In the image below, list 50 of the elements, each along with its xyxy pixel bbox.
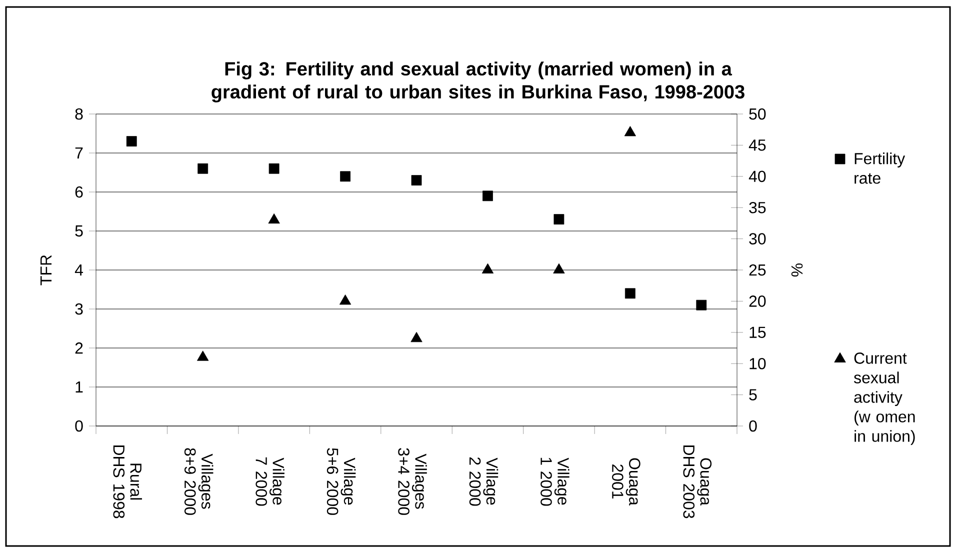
point — [411, 175, 422, 186]
point — [696, 300, 707, 310]
y2-tick-label: 20 — [749, 296, 766, 307]
y2-tick-label: 25 — [749, 264, 766, 276]
y2-axis-title: % — [791, 263, 803, 277]
x-tick-label: Villages 3+4 2000 — [398, 448, 427, 515]
point — [198, 163, 208, 174]
y-tick-label: 2 — [75, 342, 83, 354]
y2-tick-label: 5 — [749, 389, 757, 400]
x-tick-label: Village 1 2000 — [540, 458, 570, 506]
y2-tick-label: 0 — [749, 420, 757, 432]
x-tick-label: Rural DHS 1998 — [113, 445, 142, 518]
point — [339, 294, 352, 305]
x-tick-label: Ouaga 2001 — [612, 458, 640, 506]
y2-tick-label: 35 — [749, 202, 766, 214]
chart-title: Fig 3: Fertility and sexual activity (married women) in a gradient of rural to urban sites in Burkina Faso, 1998-2003 — [212, 62, 744, 102]
y2-tick-label: 40 — [748, 170, 766, 182]
point — [268, 163, 280, 174]
point — [624, 126, 636, 136]
x-tick-label: Ouaga DHS 2003 — [683, 445, 712, 518]
y2-tick-label: 30 — [749, 233, 766, 244]
point — [126, 136, 137, 146]
y-tick-label: 6 — [75, 186, 83, 198]
point — [624, 288, 636, 299]
y2-tick-label: 15 — [750, 326, 766, 338]
point — [268, 213, 280, 224]
y-tick-label: 7 — [75, 147, 83, 158]
y2-tick-label: 45 — [748, 140, 766, 151]
y-tick-label: 1 — [76, 381, 83, 393]
point — [482, 263, 494, 274]
x-tick-label: Village 5+6 2000 — [326, 448, 356, 515]
y-axis-title: TFR — [40, 255, 52, 286]
y-tick-label: 4 — [74, 264, 83, 276]
y-tick-label: 3 — [75, 303, 83, 315]
x-tick-label: Village 7 2000 — [256, 457, 284, 506]
y2-tick-label: 10 — [750, 358, 766, 370]
point — [482, 190, 493, 202]
point — [340, 171, 350, 182]
y-tick-label: 0 — [75, 420, 83, 432]
y2-tick-label: 50 — [749, 108, 766, 120]
legend-label: Fertility rate — [854, 152, 906, 184]
point — [554, 214, 564, 224]
y-tick-label: 5 — [75, 225, 83, 237]
point — [197, 350, 209, 361]
x-tick-label: Villages 8+9 2000 — [184, 448, 214, 515]
point — [410, 332, 422, 342]
x-tick-label: Village 2 2000 — [469, 457, 498, 506]
y-tick-label: 8 — [75, 108, 83, 120]
legend-label: Current sexual activity (w omen in union) — [854, 352, 915, 446]
point — [553, 263, 565, 274]
